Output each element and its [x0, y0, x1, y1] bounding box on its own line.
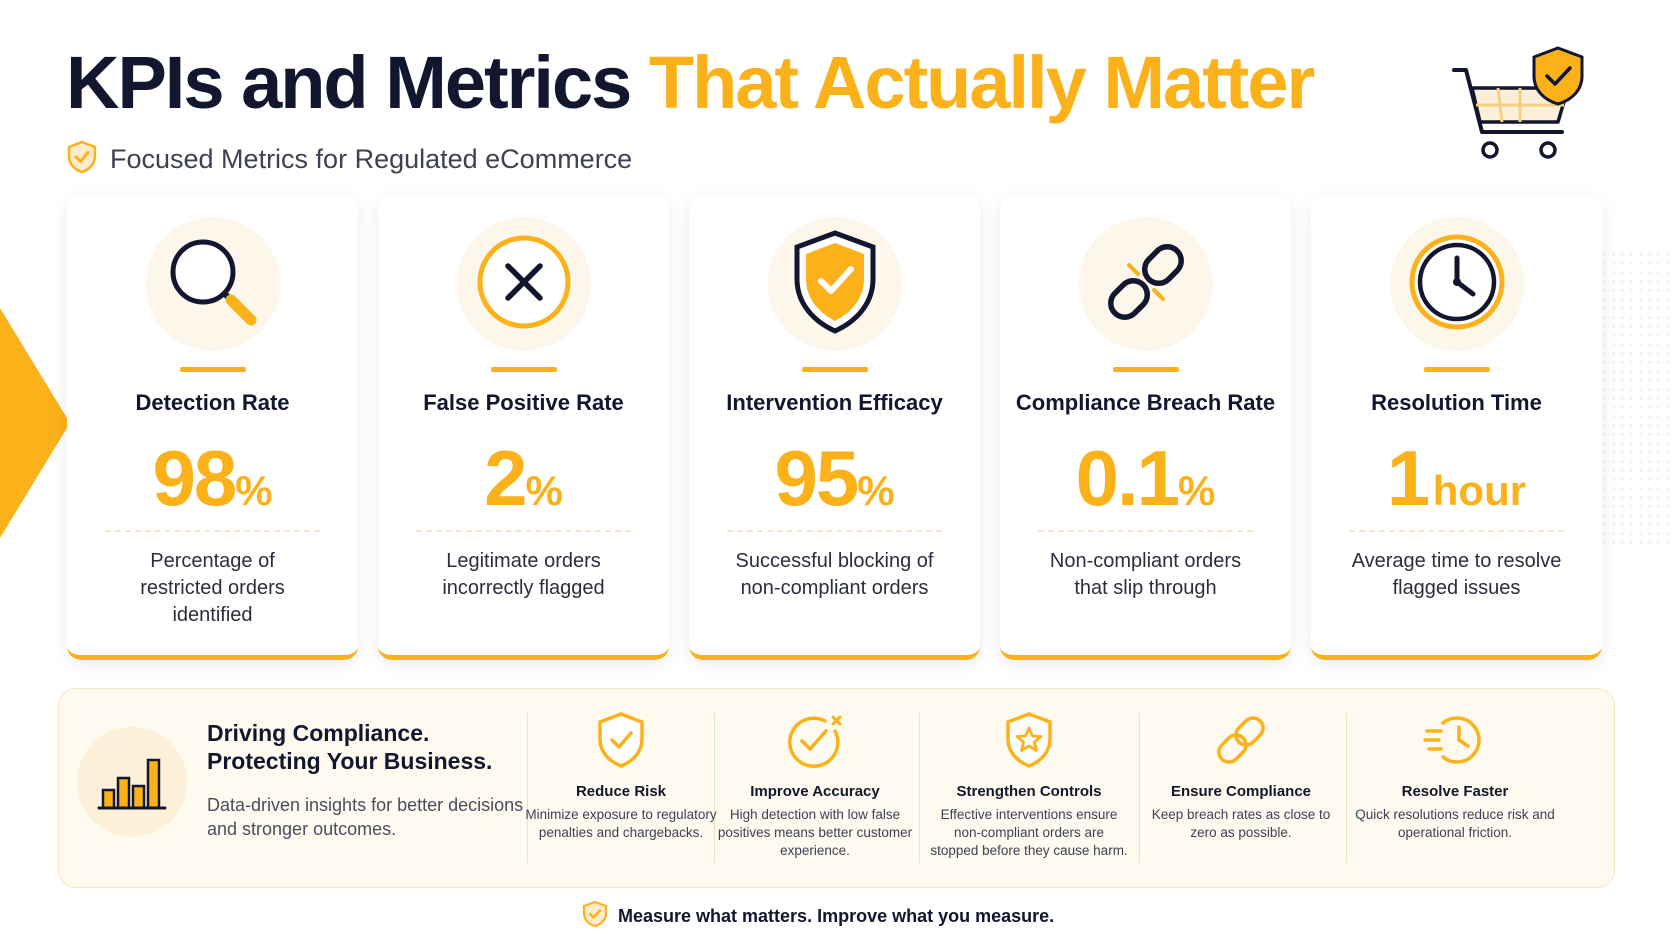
panel-headline: Driving Compliance. Protecting Your Busi…	[207, 719, 527, 775]
metric-unit: %	[525, 467, 563, 514]
metric-value: 2%	[378, 433, 669, 524]
accent-bar	[491, 367, 557, 372]
shield-check-icon	[66, 140, 98, 179]
metric-value: 1 hour	[1311, 433, 1602, 524]
header: KPIs and Metrics That Actually Matter Fo…	[66, 38, 1315, 179]
clock-icon	[1407, 232, 1507, 337]
divider	[1038, 530, 1253, 532]
check-circle-icon	[715, 709, 915, 771]
metric-value: 98%	[67, 433, 358, 524]
divider	[527, 713, 528, 863]
icon-circle	[1390, 217, 1524, 351]
divider	[919, 713, 920, 863]
panel-headline-line-2: Protecting Your Business.	[207, 748, 493, 774]
metric-title: Detection Rate	[135, 390, 290, 415]
metric-description: Average time to resolve flagged issues	[1351, 550, 1562, 599]
metric-card-false-positive-rate: False Positive Rate 2% Legitimate orders…	[378, 195, 669, 660]
metric-title: Intervention Efficacy	[726, 390, 943, 415]
icon-circle	[768, 217, 902, 351]
metric-number: 0.1	[1075, 434, 1180, 522]
metric-card-compliance-breach-rate: Compliance Breach Rate 0.1% Non-complian…	[1000, 195, 1291, 660]
accent-bar	[1424, 367, 1490, 372]
x-circle-icon	[474, 232, 574, 337]
metric-value: 95%	[689, 433, 980, 524]
metric-description: Non-compliant orders that slip through	[1049, 550, 1242, 599]
benefit-reduce-risk: Reduce Risk Minimize exposure to regulat…	[521, 709, 721, 842]
panel-headline-line-1: Driving Compliance.	[207, 720, 430, 746]
subtitle-text: Focused Metrics for Regulated eCommerce	[110, 144, 633, 174]
shield-check-icon	[785, 227, 885, 342]
metric-number: 1	[1386, 434, 1430, 522]
benefits-panel: Driving Compliance. Protecting Your Busi…	[58, 688, 1615, 888]
page-title: KPIs and Metrics That Actually Matter	[66, 38, 1315, 128]
benefit-title: Resolve Faster	[1401, 783, 1509, 800]
magnifier-icon	[163, 232, 263, 337]
metric-cards: Detection Rate 98% Percentage of restric…	[67, 195, 1603, 660]
metric-unit: %	[235, 467, 273, 514]
benefit-ensure-compliance: Ensure Compliance Keep breach rates as c…	[1141, 709, 1341, 842]
metric-unit: hour	[1432, 467, 1527, 514]
icon-circle	[1079, 217, 1213, 351]
footer-text: Measure what matters. Improve what you m…	[618, 906, 1055, 926]
divider	[1139, 713, 1140, 863]
metric-number: 2	[484, 434, 527, 522]
icon-circle	[146, 217, 280, 351]
divider	[105, 530, 320, 532]
benefit-description: Minimize exposure to regulatory penaltie…	[525, 807, 717, 840]
benefit-description: Keep breach rates as close to zero as po…	[1151, 807, 1331, 840]
link-icon	[1141, 709, 1341, 771]
title-dark-part: KPIs and Metrics	[66, 41, 632, 124]
metric-card-intervention-efficacy: Intervention Efficacy 95% Successful blo…	[689, 195, 980, 660]
benefit-description: Effective interventions ensure non-compl…	[930, 807, 1128, 858]
metric-value: 0.1%	[1000, 433, 1291, 524]
metric-card-resolution-time: Resolution Time 1 hour Average time to r…	[1311, 195, 1602, 660]
accent-bar	[802, 367, 868, 372]
metric-card-detection-rate: Detection Rate 98% Percentage of restric…	[67, 195, 358, 660]
benefit-improve-accuracy: Improve Accuracy High detection with low…	[715, 709, 915, 860]
divider	[416, 530, 631, 532]
shield-check-icon	[521, 709, 721, 771]
divider	[727, 530, 942, 532]
metric-number: 95	[774, 434, 859, 522]
benefit-description: High detection with low false positives …	[717, 807, 913, 858]
benefit-title: Ensure Compliance	[1170, 783, 1312, 800]
metric-description: Legitimate orders incorrectly flagged	[442, 550, 605, 599]
accent-bar	[1113, 367, 1179, 372]
metric-number: 98	[152, 434, 237, 522]
subtitle: Focused Metrics for Regulated eCommerce	[66, 140, 1313, 179]
benefit-title: Reduce Risk	[575, 783, 667, 800]
metric-description: Successful blocking of non-compliant ord…	[735, 550, 934, 599]
divider	[1346, 713, 1347, 863]
divider	[1349, 530, 1564, 532]
benefit-title: Strengthen Controls	[956, 783, 1102, 800]
icon-circle	[457, 217, 591, 351]
shield-check-icon	[582, 900, 608, 933]
metric-title: False Positive Rate	[423, 390, 624, 415]
accent-bar	[180, 367, 246, 372]
footer-tagline: Measure what matters. Improve what you m…	[582, 900, 1054, 933]
decorative-triangle	[0, 308, 70, 538]
shield-star-icon	[929, 709, 1129, 771]
benefit-resolve-faster: Resolve Faster Quick resolutions reduce …	[1355, 709, 1555, 842]
metric-description: Percentage of restricted orders identifi…	[140, 550, 285, 626]
benefit-strengthen-controls: Strengthen Controls Effective interventi…	[929, 709, 1129, 860]
metric-unit: %	[857, 467, 895, 514]
metric-title: Compliance Breach Rate	[1015, 390, 1276, 415]
divider	[714, 713, 715, 863]
panel-subtext: Data-driven insights for better decision…	[207, 795, 524, 839]
fast-clock-icon	[1355, 709, 1555, 771]
cart-shield-icon	[1448, 40, 1608, 175]
metric-unit: %	[1178, 467, 1216, 514]
benefit-title: Improve Accuracy	[750, 783, 880, 800]
metric-title: Resolution Time	[1371, 390, 1542, 415]
benefit-description: Quick resolutions reduce risk and operat…	[1355, 807, 1555, 840]
title-accent-part: That Actually Matter	[648, 41, 1315, 124]
bar-chart-icon	[77, 727, 187, 837]
broken-link-icon	[1096, 232, 1196, 337]
